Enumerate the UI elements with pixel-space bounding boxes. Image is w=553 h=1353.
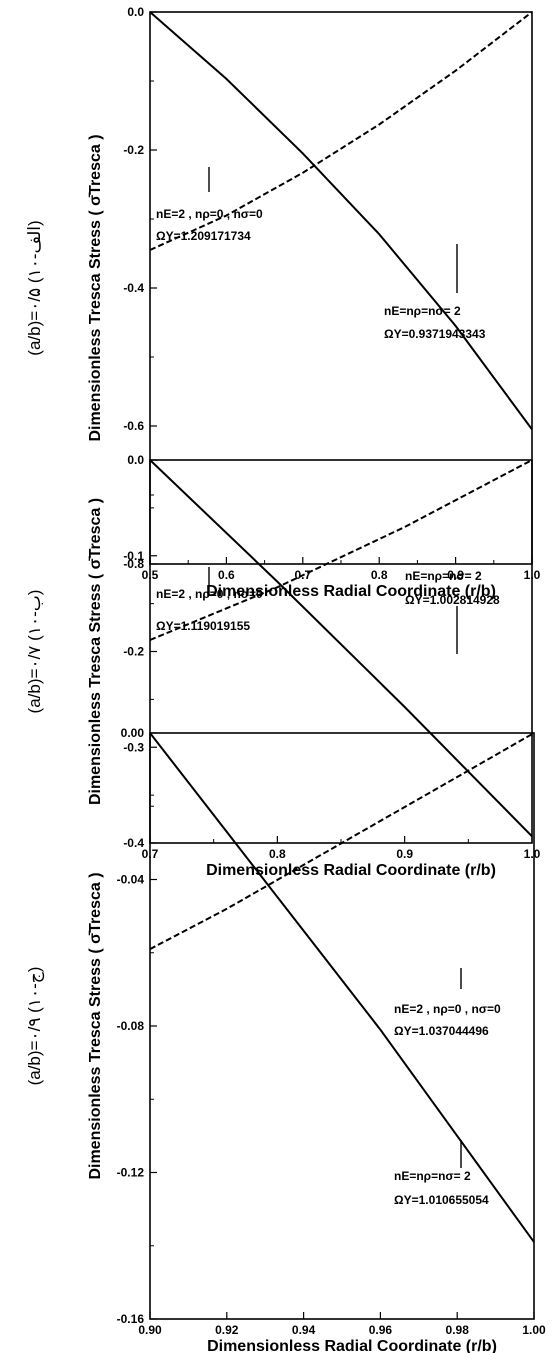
y-tick-label: -0.04 <box>117 873 145 887</box>
plot-frame <box>149 11 533 565</box>
y-axis-label: Dimensionless Tresca Stress ( σ̄Tresca ) <box>87 872 104 1179</box>
annotation-params: nE=2 , nρ=0 , nσ=0 <box>156 587 263 601</box>
x-tick-label: 0.92 <box>215 1323 239 1337</box>
plot-frame <box>149 459 533 844</box>
y-tick-label: 0.0 <box>127 453 144 467</box>
y-tick-label: 0.0 <box>127 5 144 19</box>
dashed-series-line <box>149 732 535 950</box>
annotation-params: nE=nρ=nσ= 2 <box>384 304 461 318</box>
annotation-omega: ΩY=1.037044496 <box>394 1024 489 1038</box>
y-tick-label: -0.12 <box>117 1166 145 1180</box>
y-tick-label: -0.16 <box>117 1312 145 1326</box>
annotation-omega: ΩY=1.010655054 <box>394 1193 489 1207</box>
y-tick-label: -0.6 <box>123 419 144 433</box>
y-tick-label: -0.2 <box>123 143 144 157</box>
annotation-params: nE=2 , nρ=0 , nσ=0 <box>394 1002 501 1016</box>
y-tick-label: -0.2 <box>123 645 144 659</box>
solid-series-line <box>149 459 533 838</box>
x-tick-label: 0.98 <box>446 1323 470 1337</box>
y-axis-label: Dimensionless Tresca Stress ( σ̄Tresca ) <box>87 498 104 805</box>
chart-panel-2: 0.7 0.8 0.9 1.00.0-0.1-0.2-0.3-0.4Dimension… <box>25 453 541 879</box>
x-tick-label: 0.96 <box>369 1323 393 1337</box>
annotation-omega: ΩY=0.9371943343 <box>384 327 486 341</box>
x-tick-label: 1.0 <box>524 847 541 861</box>
x-tick-label: 0.8 <box>269 847 286 861</box>
x-tick-label: 0.6 <box>218 568 235 582</box>
y-tick-label: 0.00 <box>121 726 145 740</box>
panel-side-label: (a/b)=۰/۹ (ج-۱۰) <box>25 967 45 1086</box>
y-axis-label: Dimensionless Tresca Stress ( σ̄Tresca ) <box>87 134 104 441</box>
y-tick-label: -0.8 <box>123 557 144 571</box>
x-tick-label: 1.00 <box>522 1323 546 1337</box>
y-tick-label: -0.4 <box>123 836 144 850</box>
x-tick-label: 0.90 <box>138 1323 162 1337</box>
y-tick-label: -0.4 <box>123 281 144 295</box>
x-axis-label: Dimensionless Radial Coordinate (r/b) <box>207 1338 497 1353</box>
y-tick-label: -0.1 <box>123 549 144 563</box>
annotation-omega: ΩY=1.119019155 <box>156 619 250 633</box>
annotation-params: nE=2 , nρ=0 , nσ=0 <box>156 207 263 221</box>
panel-side-label: (a/b)=۰/۷ (۱۰-ب) <box>25 590 44 714</box>
x-axis-label: Dimensionless Radial Coordinate (r/b) <box>206 862 496 879</box>
dashed-series-line <box>149 459 533 641</box>
x-tick-label: 0.9 <box>396 847 413 861</box>
dashed-series-line <box>149 11 533 251</box>
annotation-omega: ΩY=1.209171734 <box>156 229 251 243</box>
y-tick-label: -0.08 <box>117 1019 145 1033</box>
annotation-omega: ΩY=1.002814928 <box>405 593 500 607</box>
solid-series-line <box>149 732 535 1243</box>
panel-side-label: (a/b)=۰/۵ (۱۰-الف) <box>25 220 44 355</box>
x-tick-label: 0.8 <box>371 568 388 582</box>
solid-series-line <box>149 11 533 430</box>
x-tick-label: 0.94 <box>292 1323 316 1337</box>
chart-panel-3: 0.90 0.92 0.94 0.96 0.98 1.00 0.00 -0.04 -0.08 -0… <box>25 726 546 1353</box>
x-tick-label: 0.9 <box>447 568 464 582</box>
annotation-params: nE=nρ=nσ= 2 <box>405 569 482 583</box>
annotation-params: nE=nρ=nσ= 2 <box>394 1169 471 1183</box>
y-tick-label: -0.3 <box>123 740 144 754</box>
